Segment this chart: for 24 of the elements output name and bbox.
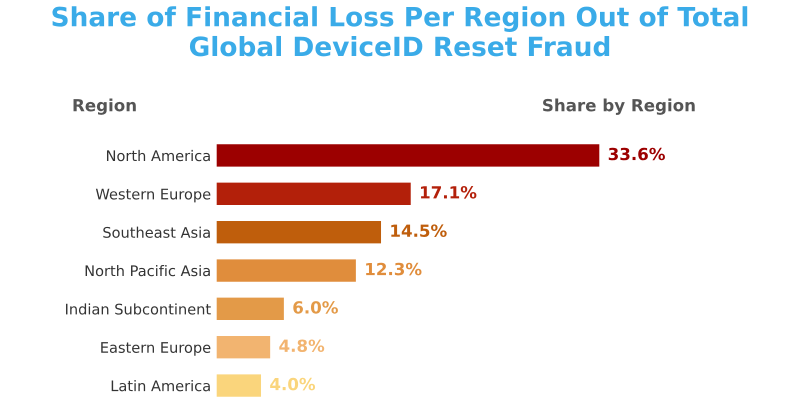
- bar: [216, 142, 601, 168]
- chart-title: Share of Financial Loss Per Region Out of Total Global DeviceID Reset Fraud: [52, 6, 748, 56]
- data-label: 12.3%: [366, 262, 422, 276]
- y-tick-label: North America: [106, 150, 210, 162]
- bar: [216, 258, 358, 284]
- y-tick-label: North Pacific Asia: [86, 264, 210, 276]
- bar: [216, 296, 286, 322]
- data-label: 14.5%: [391, 224, 447, 237]
- data-label: 33.6%: [608, 148, 665, 160]
- bar: [216, 372, 262, 398]
- data-label: 6.0%: [293, 301, 338, 314]
- data-label: 4.0%: [270, 378, 316, 390]
- y-tick-label: Indian Subcontinent: [66, 303, 211, 315]
- text: Share by Region: [543, 98, 695, 115]
- data-label: 4.8%: [279, 339, 324, 352]
- y-tick-label: Latin America: [112, 380, 210, 392]
- bar: [216, 334, 272, 360]
- text: Region: [74, 98, 136, 115]
- bar: [216, 220, 382, 245]
- data-label: 17.1%: [420, 186, 476, 199]
- y-tick-label: Eastern Europe: [101, 342, 210, 356]
- y-tick-label: Southeast Asia: [103, 226, 210, 238]
- bar: [216, 181, 412, 206]
- y-tick-label: Western Europe: [96, 188, 210, 202]
